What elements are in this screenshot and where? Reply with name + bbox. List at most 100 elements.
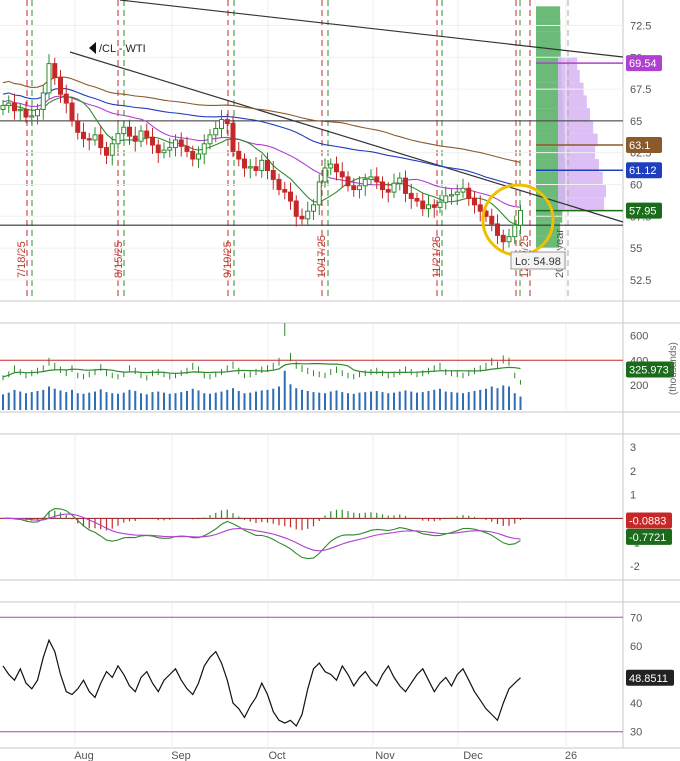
volume-profile-bar [558,108,590,121]
volume-bar [94,391,96,410]
macd-badge [626,512,672,529]
volume-profile-bar [558,120,594,134]
volume-bar [88,392,91,410]
volume-bar [25,393,27,410]
candle-body [454,191,460,196]
candle-body [362,178,368,187]
candle-body [92,134,98,141]
candle-body [460,187,466,193]
candle-body [121,126,127,135]
volume-bar [59,390,62,410]
volume-bar [427,390,430,410]
candle-body [247,166,253,169]
candle-body [207,134,213,145]
candle-body [518,210,523,226]
volume-bar [19,391,22,410]
event-lines: 7/18/258/15/259/19/2510/17/2511/21/2512/… [16,0,569,299]
volume-bar [318,392,321,410]
volume-bar [48,386,50,410]
volume-profile-base [536,44,561,58]
candle-body [299,215,305,220]
moving-average-brown [2,76,521,163]
volume-bar [82,393,85,410]
axes: 72.57067.56562.56057.55552.569.5463.161.… [74,20,679,761]
volume-profile-bar [558,95,587,109]
candle-body [173,139,178,149]
volume-profile-base [536,6,561,20]
candle-body [155,144,161,154]
volume-badge-value: 325.973 [629,364,669,376]
macd-tick-label: -2 [630,561,640,573]
candle-body [311,204,316,212]
candle-body [345,176,351,187]
price-badge [626,137,662,154]
candle-body [219,119,224,130]
volume-bar [168,393,171,410]
candle-body [167,147,173,151]
volume-bar [65,392,68,410]
volume-profile-base [536,95,563,109]
event-date-label: 11/21/25 [431,236,443,278]
moving-average-purple [2,95,521,208]
macd-tick-label: 1 [630,490,636,502]
volume-bar [467,392,470,410]
volume-bar [111,393,114,410]
candle-body [98,134,104,149]
candle-body [495,223,500,236]
volume-bar [71,389,73,410]
candle-body [23,108,29,118]
volume-bar [42,389,45,410]
x-tick-label: Oct [268,750,285,761]
candle-body [489,215,495,225]
event-date-label: 9/19/25 [222,241,234,278]
volume-bar [393,392,395,410]
volume-bar [134,390,137,410]
candle-body [35,108,40,117]
rsi-tick-label: 70 [630,612,642,624]
volume-profile-base [536,69,562,83]
candle-body [288,191,293,202]
candle-body [380,181,385,191]
volume-bar [450,392,453,410]
candle-body [127,126,132,137]
volume-profile-base [536,108,564,121]
grid [0,0,623,746]
price-badge-value: 61.12 [629,165,657,177]
volume-bar [306,390,309,410]
event-date-label: 8/15/25 [113,241,125,278]
candle-body [282,189,288,193]
candle-body [242,158,247,169]
candle-body [322,167,328,183]
candle-body [443,195,449,203]
volume-bar [145,394,148,410]
x-tick-label: Sep [171,750,191,761]
candle-body [0,105,6,110]
volume-bar [433,389,436,410]
volume-bar [439,388,441,410]
candle-body [391,182,397,193]
candle-body [144,130,150,138]
x-tick-label: Aug [74,750,94,761]
candle-body [449,194,454,197]
volume-profile-bar [558,171,603,185]
candle-body [339,171,345,178]
volume-bar [272,388,275,410]
volume-profile-bar [558,197,605,210]
candle-body [305,210,311,220]
candle-body [63,93,69,104]
volume-bar [117,393,119,410]
volume-bar [180,392,183,410]
volume-bar [358,392,361,410]
candle-body [17,108,23,112]
macd-tick-label: 3 [630,442,636,454]
volume-bar [174,393,177,410]
candle-body [52,63,58,79]
volume-panel [0,323,623,410]
volume-bar [157,391,160,410]
volume-bar [36,390,39,410]
candle-body [190,150,196,160]
rsi-tick-label: 30 [630,727,642,739]
price-panel: Lo: 54.98 [0,0,624,270]
candle-body [161,149,167,154]
